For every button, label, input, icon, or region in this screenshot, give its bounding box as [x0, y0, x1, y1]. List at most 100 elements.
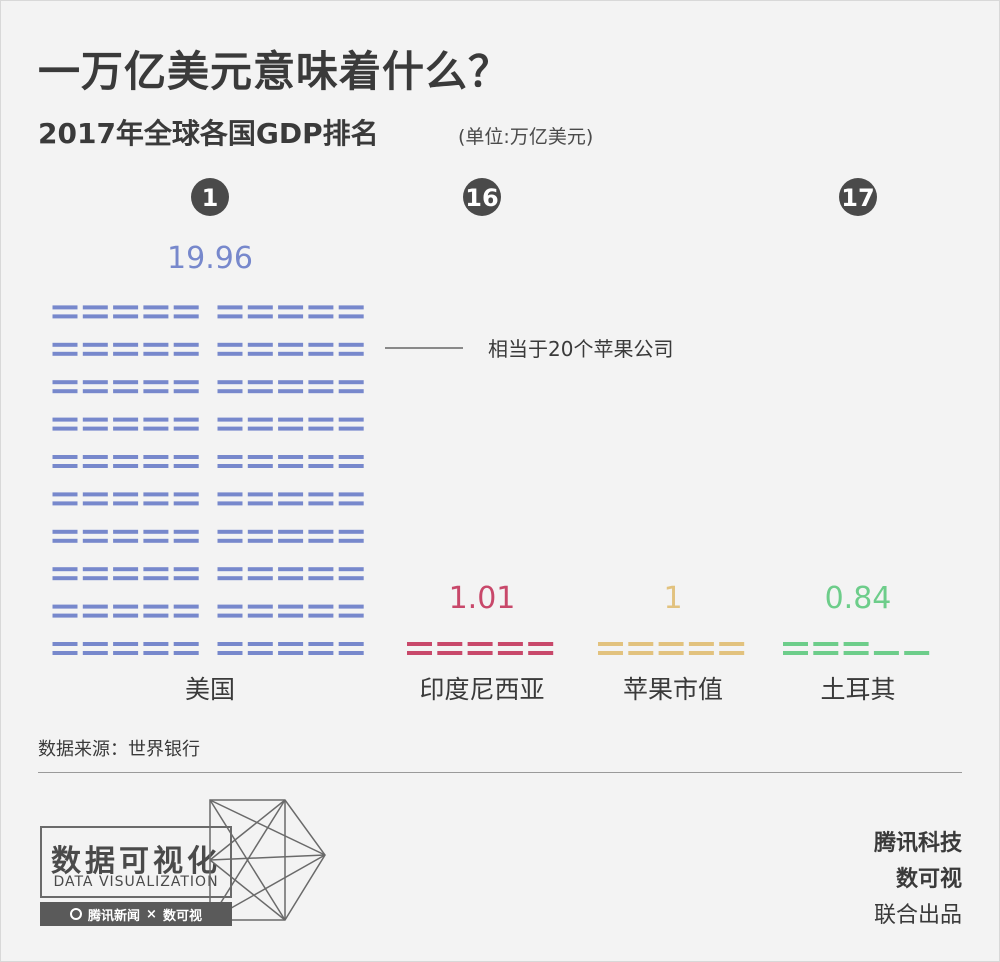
- value-icon: [52, 651, 78, 655]
- logo-strip-right: 数可视: [162, 908, 202, 924]
- value-icon: [308, 464, 334, 468]
- value-icon: [217, 342, 243, 347]
- value-icon: [82, 538, 108, 543]
- value-icon: [278, 642, 304, 646]
- logo-title-en: DATA VISUALIZATION: [53, 874, 219, 890]
- annotation-text: 相当于20个苹果公司: [488, 337, 673, 361]
- chart-subtitle: 2017年全球各国GDP排名: [38, 117, 379, 150]
- value-icon: [278, 389, 304, 394]
- value-icon: [308, 529, 334, 534]
- value-icon: [247, 567, 273, 572]
- value-icon: [113, 642, 139, 646]
- value-icon: [247, 426, 273, 431]
- value-icon: [308, 642, 334, 646]
- value-icon: [52, 576, 78, 581]
- value-icon: [143, 426, 169, 431]
- value-icon: [82, 529, 108, 534]
- value-icon: [278, 492, 304, 497]
- value-icon: [217, 305, 243, 310]
- value-icon: [407, 642, 432, 646]
- logo-title-cn: 数据可视化: [51, 844, 221, 879]
- value-icon: [143, 576, 169, 581]
- value-icon: [52, 492, 78, 497]
- value-icon: [217, 538, 243, 543]
- value-icon: [247, 501, 273, 506]
- value-icon: [338, 389, 364, 394]
- value-icon: [308, 651, 334, 655]
- value-icon: [113, 380, 139, 385]
- value-icon: [278, 417, 304, 422]
- value-icon: [82, 567, 108, 572]
- value-icon: [719, 642, 745, 646]
- value-icon: [247, 642, 273, 646]
- value-icon: [143, 642, 169, 646]
- value-icon: [173, 567, 199, 572]
- value-icon: [217, 604, 243, 609]
- rank-number: 16: [465, 184, 498, 212]
- value-icon: [143, 389, 169, 394]
- value-icon: [82, 314, 108, 319]
- value-icon: [113, 576, 139, 581]
- value-icon: [843, 642, 869, 646]
- value-icon: [217, 417, 243, 422]
- value-icon: [308, 576, 334, 581]
- data-source: 数据来源：世界银行: [38, 739, 200, 760]
- value-icon: [904, 651, 930, 655]
- value-icon: [658, 642, 684, 646]
- value-icon: [82, 464, 108, 468]
- value-icon: [52, 417, 78, 422]
- value-icon: [82, 417, 108, 422]
- value-icon: [308, 305, 334, 310]
- value-icon: [113, 538, 139, 543]
- credits-block: 腾讯科技 数可视 联合出品: [874, 826, 962, 934]
- data-viz-logo: 数据可视化 DATA VISUALIZATION: [40, 826, 232, 898]
- value-icon: [217, 642, 243, 646]
- value-icon: [338, 576, 364, 581]
- value-icon: [308, 613, 334, 618]
- tencent-news-icon: [70, 908, 83, 920]
- value-icon: [467, 651, 493, 655]
- value-icon: [247, 576, 273, 581]
- value-icon: [247, 380, 273, 385]
- value-icon: [217, 426, 243, 431]
- value-icon: [82, 501, 108, 506]
- value-icon: [173, 455, 199, 459]
- value-icon: [247, 538, 273, 543]
- value-icon: [52, 455, 78, 459]
- value-icon: [308, 314, 334, 319]
- value-icon: [308, 351, 334, 356]
- value-icon: [308, 501, 334, 506]
- value-icon: [143, 567, 169, 572]
- value-icon: [217, 464, 243, 468]
- value-icon: [82, 351, 108, 356]
- value-icon: [82, 389, 108, 394]
- value-icon: [278, 380, 304, 385]
- value-icon: [308, 567, 334, 572]
- value-icon: [217, 576, 243, 581]
- value-icon: [338, 455, 364, 459]
- value-icon: [217, 501, 243, 506]
- value-icon: [52, 538, 78, 543]
- value-icon: [338, 567, 364, 572]
- page-title: 一万亿美元意味着什么？: [38, 47, 512, 96]
- value-icon: [82, 380, 108, 385]
- value-icon: [143, 529, 169, 534]
- logo-strip-sep: ×: [146, 906, 157, 922]
- value-icon: [628, 651, 654, 655]
- value-icon: [143, 305, 169, 310]
- value-icon: [338, 642, 364, 646]
- value-icon: [82, 305, 108, 310]
- value-icon: [338, 417, 364, 422]
- value-icon: [82, 604, 108, 609]
- value-icon: [813, 651, 839, 655]
- value-icon: [52, 314, 78, 319]
- value-icon: [247, 529, 273, 534]
- value-icon: [173, 351, 199, 356]
- value-icon: [308, 426, 334, 431]
- value-icon: [467, 642, 493, 646]
- value-icon: [52, 426, 78, 431]
- value-label: 1.01: [449, 581, 516, 616]
- value-icon: [52, 613, 78, 618]
- value-icon: [113, 613, 139, 618]
- value-icon: [113, 314, 139, 319]
